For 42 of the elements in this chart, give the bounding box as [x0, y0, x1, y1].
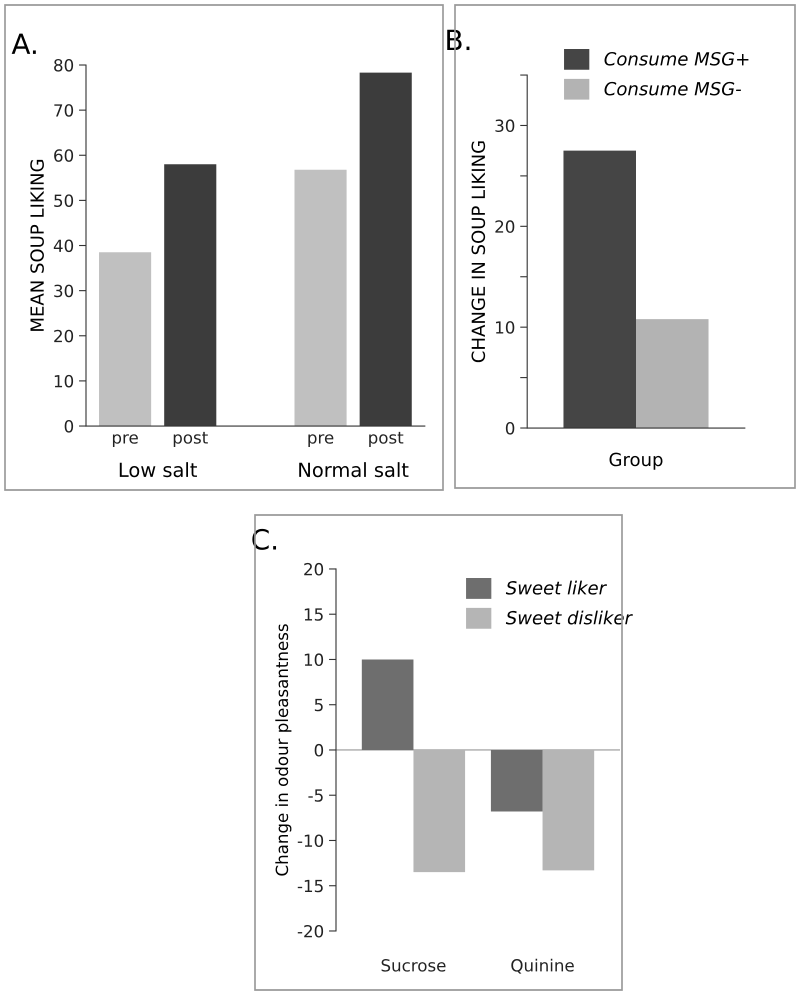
y-tick-label: -10 — [298, 834, 324, 848]
y-tick-label: 20 — [54, 330, 74, 342]
y-tick-label: 60 — [54, 149, 74, 162]
y-tick-label: 10 — [304, 653, 324, 666]
x-tick-label: post — [369, 432, 404, 448]
text: Low salt — [120, 462, 197, 478]
x-tick-label: post — [174, 432, 208, 448]
y-tick-label: 5 — [314, 698, 323, 712]
x-tick-label: Quinine — [511, 958, 574, 974]
y-tick-label: 10 — [54, 374, 74, 388]
y-axis-title: CHANGE IN SOUP LIKING — [471, 141, 486, 362]
legend-label: Consume MSG- — [604, 82, 742, 96]
y-tick-label: -15 — [298, 880, 323, 892]
y-axis-title: Change in odour pleasantness — [275, 624, 292, 876]
y-tick-label: 80 — [54, 58, 74, 72]
y-tick-label: -5 — [308, 789, 323, 802]
y-axis-title: MEAN SOUP LIKING — [30, 160, 44, 331]
x-tick-label: Sucrose — [382, 959, 446, 972]
text: Normal salt — [299, 462, 408, 478]
y-tick-label: 50 — [54, 194, 74, 207]
x-tick-label: pre — [112, 434, 138, 448]
chart-title: B. — [447, 30, 470, 50]
y-tick-label: -20 — [298, 924, 324, 938]
y-tick-label: 0 — [64, 420, 74, 433]
chart-title: A. — [12, 34, 36, 54]
y-tick-label: 30 — [54, 284, 74, 298]
legend-label: Sweet disliker — [506, 610, 633, 625]
bar — [99, 252, 152, 426]
y-tick-label: 20 — [304, 562, 324, 576]
y-tick-label: 70 — [54, 104, 74, 117]
y-tick-label: 10 — [496, 321, 514, 334]
y-tick-label: 15 — [304, 608, 323, 621]
y-tick-label: 0 — [314, 744, 324, 757]
x-tick-label: pre — [308, 434, 334, 448]
y-tick-label: 40 — [54, 239, 74, 252]
y-tick-label: 0 — [506, 422, 514, 435]
legend-label: Consume MSG+ — [604, 52, 748, 66]
y-tick-label: 30 — [495, 119, 514, 132]
y-tick-label: 20 — [495, 220, 514, 233]
bar — [294, 170, 347, 426]
legend-label: Sweet liker — [506, 580, 607, 595]
x-axis-title: Group — [610, 452, 662, 470]
